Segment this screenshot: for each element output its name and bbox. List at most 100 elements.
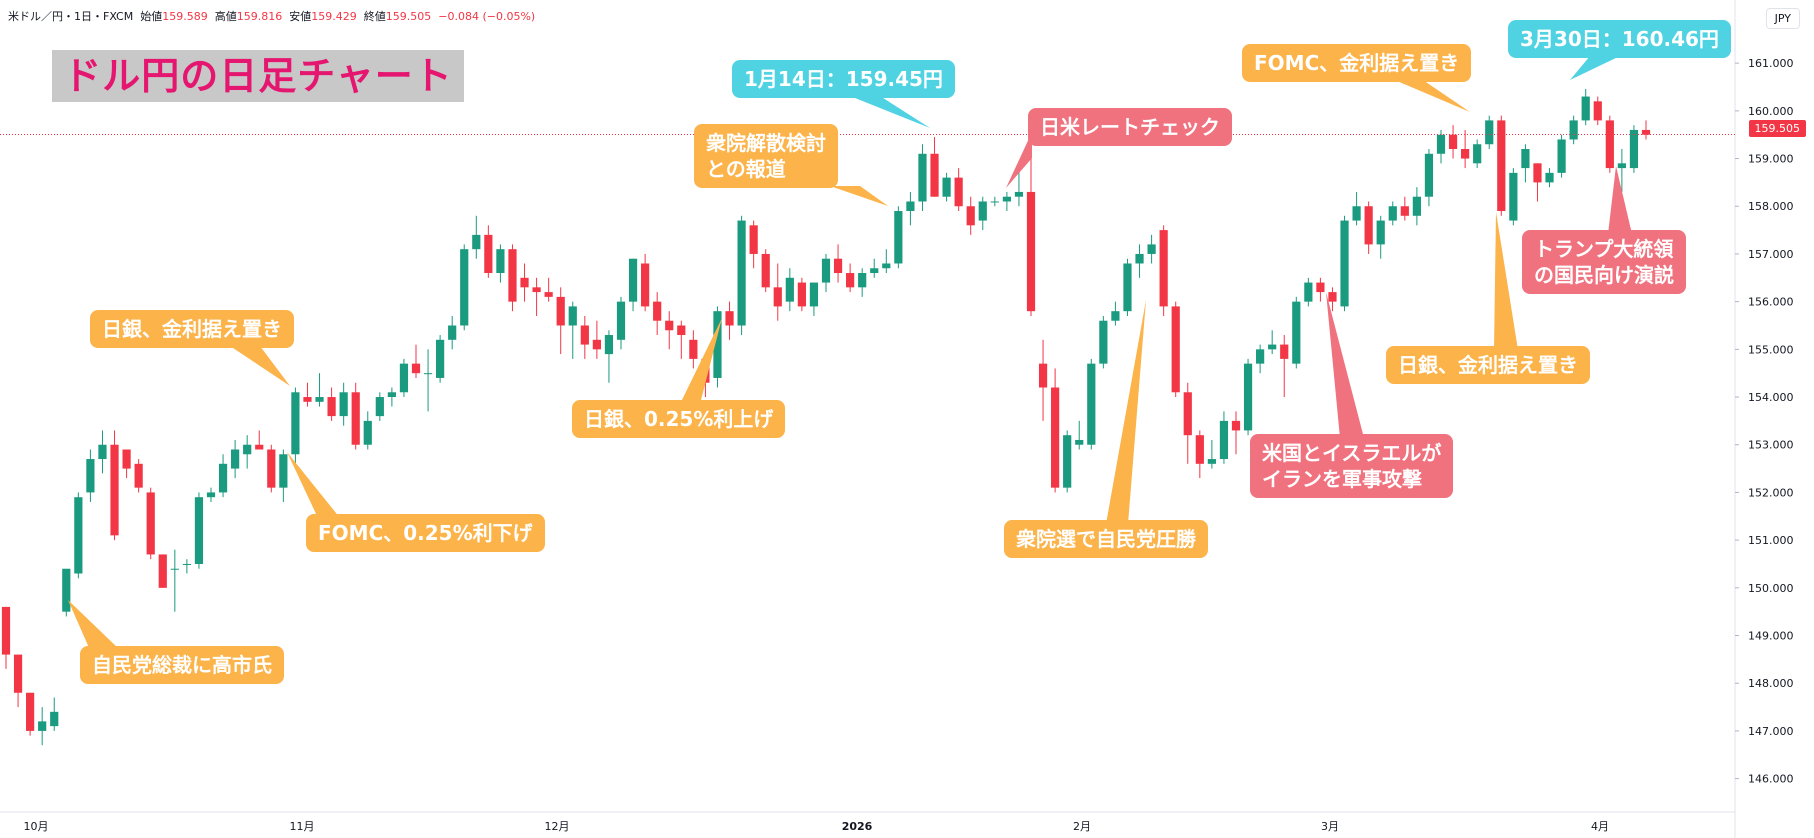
candle-body [1533,163,1542,183]
candle-body [508,249,517,302]
annotation-mar30-high: 3月30日：160.46円 [1508,20,1731,58]
candle-body [1340,220,1349,307]
candle-body [146,492,155,555]
candle-body [653,301,662,321]
candle-body [544,292,553,297]
candle-body [894,211,903,264]
candle-body [930,153,939,197]
candle-body [1051,387,1060,488]
candle-body [279,454,288,488]
candle-body [1593,101,1602,121]
candle-body [785,277,794,302]
candle-body [1256,349,1265,364]
candle-body [1304,282,1313,302]
candle-body [1038,363,1048,388]
candle-body [1099,320,1108,364]
change-value: −0.084 (−0.05%) [438,10,536,23]
candle-body [496,249,505,274]
candle-body [1292,301,1301,364]
candle-body [1147,244,1156,254]
candle-body [1195,435,1204,464]
y-tick-label: 148.000 [1748,677,1794,690]
candle-body [1617,163,1626,169]
candle-body [13,654,23,693]
candle-body [604,335,614,355]
y-tick-label: 155.000 [1748,343,1794,356]
candle-body [411,363,421,374]
candle-body [520,277,529,288]
candle-body [1183,392,1192,436]
currency-button[interactable]: JPY [1765,8,1800,29]
x-tick-label: 4月 [1591,820,1609,833]
candle-body [942,177,951,197]
symbol-label: 米ドル／円・1日・FXCM [8,10,134,23]
candle-body [1424,153,1434,197]
candle-body [1569,120,1578,140]
candle-body [978,201,987,221]
candle-body [448,325,457,340]
open-label: 始値 [140,10,163,23]
candle-body [170,568,179,570]
candle-body [749,225,758,254]
annotation-jan14-high: 1月14日：159.45円 [732,60,955,98]
open-value: 159.589 [162,10,208,23]
y-tick-label: 153.000 [1748,439,1794,452]
candle-body [472,234,481,250]
high-value: 159.816 [236,10,283,23]
candle-body [218,463,228,493]
candle-body [50,711,59,727]
candle-body [460,249,469,326]
annotation-fomc-cut: FOMC、0.25%利下げ [306,514,545,552]
annotation-pointer [1106,300,1146,524]
candle-body [1436,134,1446,154]
candle-body [1545,172,1554,183]
y-tick-label: 159.000 [1748,153,1794,166]
annotation-pointer [850,96,930,128]
symbol-header: 米ドル／円・1日・FXCM 始値159.589 高値159.816 安値159.… [8,8,535,24]
candle-body [436,339,445,378]
candle-body [303,397,312,402]
candle-body [1111,311,1120,321]
candle-body [689,339,698,359]
candle-body [1352,206,1361,221]
y-tick-label: 156.000 [1748,296,1794,309]
candle-body [1123,263,1132,312]
annotation-pointer [1326,292,1364,438]
low-value: 159.429 [311,10,357,23]
candle-body [665,320,674,331]
candle-body [231,449,240,469]
close-value: 159.505 [385,10,432,23]
annotation-pointer [230,346,290,386]
annotation-pointer [287,452,340,518]
candle-body [1280,344,1289,359]
candle-body [628,258,638,302]
last-price-tag: 159.505 [1748,120,1806,137]
candle-body [134,463,143,488]
candle-body [1641,129,1651,135]
candle-body [26,692,35,731]
annotation-pointer [1390,78,1470,112]
annotation-boj-hold-oct: 日銀、金利据え置き [90,310,294,348]
y-tick-label: 152.000 [1748,486,1794,499]
annotation-trump-address: トランプ大統領 の国民向け演説 [1522,230,1686,294]
x-tick-label: 11月 [290,820,315,833]
low-label: 安値 [289,10,312,23]
candle-body [1243,363,1253,431]
candle-body [1087,363,1096,445]
candle-body [74,497,83,574]
x-tick-label: 12月 [545,820,570,833]
candle-body [906,201,915,212]
candle-body [62,568,71,612]
candle-body [833,258,843,274]
annotation-pointer [1608,166,1632,234]
candle-body [1207,459,1216,464]
candle-body [1364,206,1373,245]
candle-body [797,282,806,307]
candle-body [484,234,493,274]
candle-body [194,497,204,564]
candle-body [1461,149,1470,159]
candle-body [1400,206,1409,216]
candle-body [532,287,541,293]
candle-body [1063,435,1072,488]
candle-body [1376,220,1385,245]
